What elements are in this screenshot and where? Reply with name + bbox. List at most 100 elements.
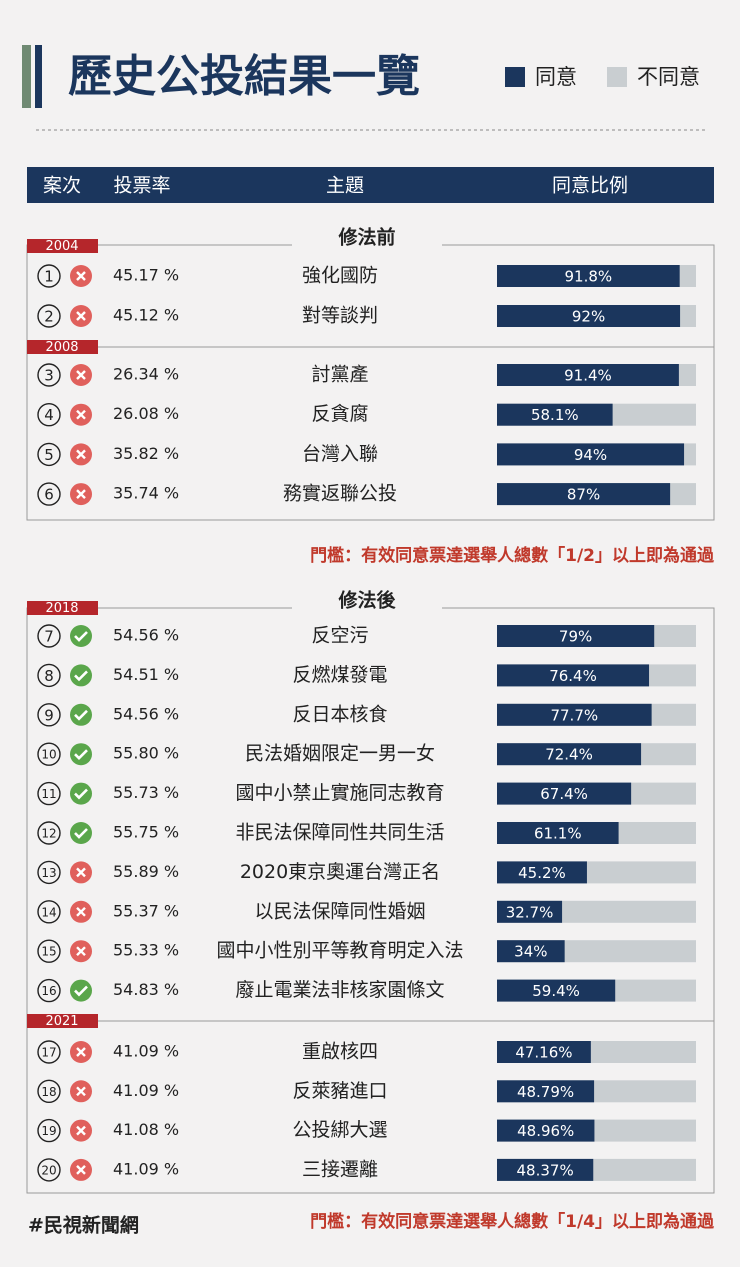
case-number-ring xyxy=(37,304,61,328)
case-number-ring xyxy=(37,1040,61,1064)
agree-bar xyxy=(497,900,563,923)
case-number: 19 xyxy=(41,1124,56,1138)
case-number: 15 xyxy=(41,945,56,959)
agree-label: 87% xyxy=(567,486,600,504)
year-tab xyxy=(27,239,98,253)
turnout: 55.80 % xyxy=(113,744,179,763)
topic: 台灣入聯 xyxy=(302,443,378,465)
case-number: 13 xyxy=(41,866,56,880)
agree-bar xyxy=(497,822,619,844)
topic: 以民法保障同性婚姻 xyxy=(254,900,425,922)
turnout: 55.73 % xyxy=(113,783,179,802)
topic: 反空污 xyxy=(311,625,368,647)
header-bar xyxy=(27,167,714,203)
year: 2021 xyxy=(45,1014,78,1029)
pass-check xyxy=(74,749,88,761)
turnout: 41.09 % xyxy=(113,1042,179,1061)
case-number: 12 xyxy=(41,827,56,841)
agree-label: 91.4% xyxy=(564,367,612,385)
case-number: 9 xyxy=(44,706,54,724)
topic: 國中小禁止實施同志教育 xyxy=(235,782,444,804)
pass-check xyxy=(74,709,88,721)
footer: #民視新聞網 xyxy=(28,1214,139,1237)
turnout: 45.12 % xyxy=(113,306,179,325)
topic: 反萊豬進口 xyxy=(292,1080,387,1102)
case-number-ring xyxy=(37,363,61,387)
topic: 反貪腐 xyxy=(311,403,368,425)
turnout: 54.56 % xyxy=(113,704,179,723)
threshold-note: 門檻：有效同意票達選舉人總數「1/4」以上即為通過 xyxy=(310,1211,715,1232)
agree-label: 61.1% xyxy=(534,825,582,843)
case-number: 10 xyxy=(41,748,56,762)
pass-icon xyxy=(70,703,92,726)
case-number-ring xyxy=(37,781,61,806)
agree-label: 77.7% xyxy=(550,706,598,724)
pass-icon xyxy=(70,782,92,805)
fail-cross xyxy=(76,1086,86,1097)
agree-label: 34% xyxy=(514,943,547,961)
topic: 重啟核四 xyxy=(302,1041,378,1063)
turnout: 54.83 % xyxy=(113,980,179,999)
case-number-ring xyxy=(37,900,61,924)
case-number-ring xyxy=(37,442,61,467)
year-tab xyxy=(27,1014,98,1028)
topic: 2020東京奧運台灣正名 xyxy=(240,861,440,883)
year-tab xyxy=(27,340,98,354)
turnout: 55.89 % xyxy=(113,862,179,881)
turnout: 41.09 % xyxy=(113,1159,179,1178)
year: 2018 xyxy=(45,601,78,616)
case-number-ring xyxy=(37,624,61,648)
section-label: 修法後 xyxy=(337,589,396,612)
agree-label: 67.4% xyxy=(540,785,588,803)
threshold-note: 門檻：有效同意票達選舉人總數「1/2」以上即為通過 xyxy=(310,545,715,566)
topic: 強化國防 xyxy=(302,265,378,287)
pass-icon xyxy=(70,979,92,1002)
agree-label: 48.37% xyxy=(517,1161,574,1179)
legend-label: 同意 xyxy=(535,65,577,89)
turnout: 35.74 % xyxy=(113,484,179,503)
topic: 公投綁大選 xyxy=(292,1119,387,1141)
agree-bar xyxy=(497,743,642,766)
case-number: 5 xyxy=(44,446,54,464)
fail-cross xyxy=(76,271,86,281)
title-accent xyxy=(22,45,31,108)
pass-icon xyxy=(70,625,92,647)
topic: 反燃煤發電 xyxy=(292,664,387,686)
fail-cross xyxy=(76,1047,86,1057)
title-accent xyxy=(35,45,42,108)
fail-cross xyxy=(76,906,86,917)
agree-label: 32.7% xyxy=(506,903,554,921)
case-number-ring xyxy=(37,939,61,963)
case-number-ring xyxy=(37,403,61,427)
year-tab xyxy=(27,601,98,615)
agree-bar xyxy=(497,305,681,327)
turnout: 41.08 % xyxy=(113,1120,179,1139)
pass-icon xyxy=(70,743,92,766)
agree-bar xyxy=(497,703,652,726)
agree-label: 72.4% xyxy=(545,746,593,764)
case-number-ring xyxy=(37,742,61,766)
agree-bar xyxy=(497,483,671,506)
case-number: 14 xyxy=(41,905,56,919)
pass-icon xyxy=(70,822,92,844)
turnout: 41.09 % xyxy=(113,1081,179,1100)
case-number: 11 xyxy=(41,787,56,801)
turnout: 26.34 % xyxy=(113,365,179,384)
fail-cross xyxy=(76,946,86,957)
case-number: 6 xyxy=(44,486,54,504)
pass-check xyxy=(74,985,88,997)
turnout: 55.37 % xyxy=(113,901,179,920)
turnout: 35.82 % xyxy=(113,444,179,463)
year: 2004 xyxy=(45,239,78,254)
agree-bar xyxy=(497,782,632,805)
agree-bar xyxy=(497,1080,595,1103)
topic: 討黨產 xyxy=(311,364,368,386)
fail-cross xyxy=(76,409,86,420)
case-number-ring xyxy=(37,264,61,288)
case-number: 18 xyxy=(41,1085,56,1099)
agree-bar xyxy=(497,940,565,963)
turnout: 45.17 % xyxy=(113,266,179,285)
agree-label: 48.96% xyxy=(517,1122,574,1140)
agree-label: 94% xyxy=(574,446,607,464)
